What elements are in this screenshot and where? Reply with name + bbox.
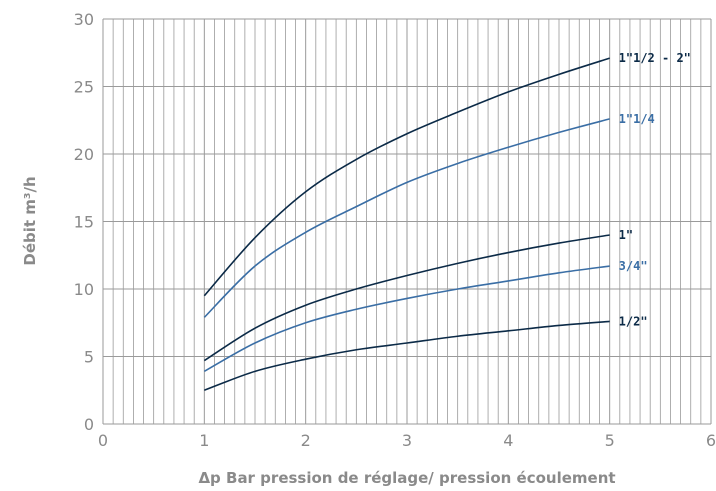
y-tick-label: 10 [74,280,94,299]
series-label-4: 1/2" [619,314,648,328]
x-tick-label: 6 [706,431,716,450]
x-axis-title: Δp Bar pression de réglage/ pression éco… [198,469,615,487]
series-labels: 1"1/2 - 2" 1"1/4 1" 3/4" 1/2" [619,51,691,328]
series-label-1: 1"1/4 [619,112,655,126]
series-label-2: 1" [619,228,633,242]
x-tick-labels: 0 1 2 3 4 5 6 [98,431,716,450]
series-lines [203,57,610,391]
x-tick-label: 4 [503,431,513,450]
series-line-4 [204,320,610,391]
y-axis-title: Débit m³/h [21,176,39,265]
y-tick-label: 15 [74,213,94,232]
y-tick-label: 25 [74,78,94,97]
x-tick-label: 5 [605,431,615,450]
series-line-0 [203,57,610,297]
grid-major [103,18,711,425]
y-tick-labels: 0 5 10 15 20 25 30 [74,10,94,434]
series-line-3 [203,265,610,373]
series-line-2 [203,234,610,362]
x-tick-label: 1 [199,431,209,450]
series-label-0: 1"1/2 - 2" [619,51,691,65]
x-tick-label: 3 [402,431,412,450]
x-tick-label: 0 [98,431,108,450]
y-tick-label: 30 [74,10,94,29]
y-tick-label: 5 [84,348,94,367]
x-tick-label: 2 [301,431,311,450]
series-line-1 [203,118,610,318]
y-tick-label: 0 [84,415,94,434]
y-tick-label: 20 [74,145,94,164]
series-label-3: 3/4" [619,259,648,273]
